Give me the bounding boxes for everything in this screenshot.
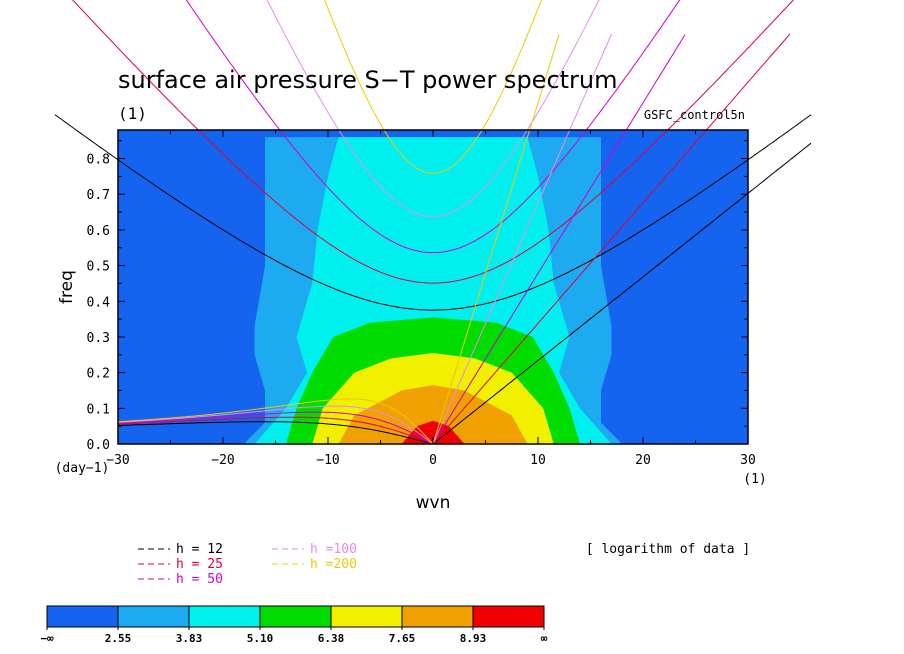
legend-label-h-12: h = 12 (176, 542, 223, 557)
x-tick-label: 10 (530, 453, 546, 468)
y-unit-label: (day−1) (55, 461, 110, 476)
chart-subtitle-right: GSFC_control5n (644, 108, 745, 122)
rossby-h-100 (117, 405, 434, 445)
ig-h-200 (324, 0, 542, 174)
x-tick-label: 30 (740, 453, 756, 468)
rossby-h-12 (118, 421, 434, 445)
colorbar-cell (259, 605, 332, 628)
rossby-h-50 (117, 411, 434, 445)
legend-label-h-200: h =200 (310, 557, 357, 572)
y-axis-label: freq (57, 270, 77, 304)
colorbar-cell (401, 605, 474, 628)
ig-h-100 (266, 0, 600, 217)
y-tick-label: 0.3 (87, 331, 110, 346)
y-tick-label: 0.2 (87, 367, 110, 382)
y-tick-label: 0.6 (87, 224, 110, 239)
colorbar-label: ∞ (541, 632, 548, 645)
colorbar-cell (472, 605, 545, 628)
y-tick-label: 0.5 (87, 260, 110, 275)
colorbar-cell (330, 605, 403, 628)
curve-h-200 (117, 0, 560, 445)
kelvin-h-200 (432, 34, 560, 445)
colorbar-label: 3.83 (176, 632, 203, 645)
y-tick-label: 0.4 (87, 295, 111, 310)
colorbar-cell (117, 605, 190, 628)
x-tick-label: 0 (429, 453, 437, 468)
ig-h-12 (54, 114, 812, 311)
rossby-h-25 (117, 416, 434, 445)
x-tick-label: −20 (211, 453, 234, 468)
colorbar-label: −∞ (40, 632, 54, 645)
legend-label-h-100: h =100 (310, 542, 357, 557)
curve-h-50 (117, 0, 686, 445)
contour-fills (118, 130, 748, 444)
legend-label-h-50: h = 50 (176, 572, 223, 587)
x-tick-label: −10 (316, 453, 339, 468)
chart-title: surface air pressure S−T power spectrum (118, 66, 618, 94)
y-tick-label: 0.0 (87, 438, 110, 453)
x-axis-label: wvn (416, 493, 451, 513)
x-unit-label: (1) (743, 472, 766, 487)
curve-h-100 (117, 0, 612, 445)
data-note: [ logarithm of data ] (586, 542, 750, 557)
band-7.65 (338, 385, 528, 444)
rossby-h-200 (117, 398, 434, 445)
colorbar-label: 5.10 (247, 632, 274, 645)
ig-h-25 (72, 0, 794, 284)
colorbar-cell (188, 605, 261, 628)
y-tick-label: 0.7 (87, 188, 110, 203)
colorbar-cell (46, 605, 119, 628)
x-tick-label: −30 (106, 453, 129, 468)
axis-ticks: −30 −20 −10 0 10 20 30 0.0 0.1 0.2 0.3 0.4 0.5 0.6 0.7… (87, 130, 756, 468)
ig-h-50 (185, 0, 681, 254)
kelvin-h-100 (432, 33, 612, 445)
legend-label-h-25: h = 25 (176, 557, 223, 572)
chart-subtitle-left: (1) (118, 104, 147, 123)
kelvin-h-25 (432, 33, 791, 445)
colorbar-label: 2.55 (105, 632, 132, 645)
x-tick-label: 20 (635, 453, 651, 468)
colorbar-label: 6.38 (318, 632, 345, 645)
curve-h-25 (72, 0, 794, 445)
kelvin-h-50 (432, 34, 686, 445)
y-tick-label: 0.8 (87, 153, 110, 168)
y-tick-label: 0.1 (87, 402, 110, 417)
colorbar-label: 7.65 (389, 632, 416, 645)
colorbar: −∞ 2.55 3.83 5.10 6.38 7.65 8.93 ∞ (40, 605, 548, 645)
colorbar-label: 8.93 (460, 632, 487, 645)
